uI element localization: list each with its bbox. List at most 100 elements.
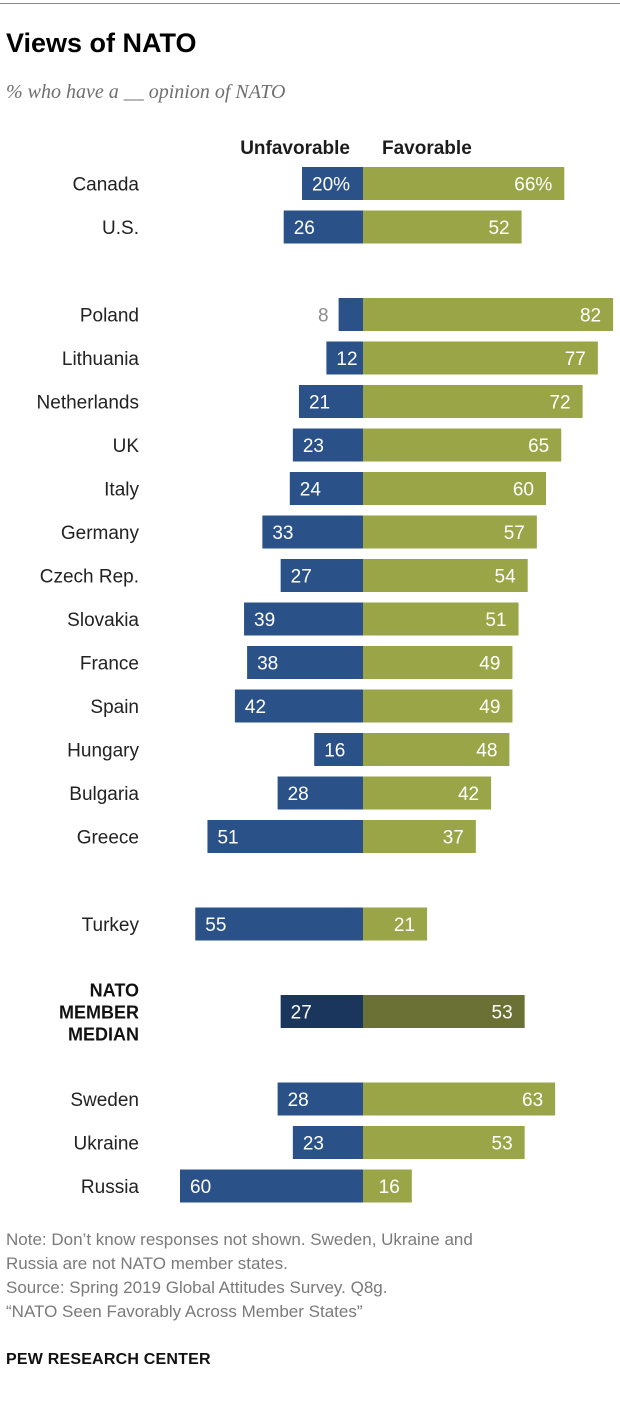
category-label-u-s: U.S. [102, 218, 139, 239]
note-line: Russia are not NATO member states. [6, 1254, 288, 1273]
unfavorable-value-label: 27 [291, 1003, 312, 1024]
favorable-bar-u-s [363, 210, 522, 244]
source-line: Source: Spring 2019 Global Attitudes Sur… [6, 1278, 388, 1297]
unfavorable-bar-czech-rep [280, 559, 363, 592]
category-label-germany: Germany [61, 523, 140, 544]
unfavorable-bar-bulgaria [277, 776, 363, 810]
unfavorable-bar-turkey [195, 907, 363, 941]
favorable-bar-italy [363, 472, 546, 505]
favorable-value-label: 57 [504, 523, 525, 544]
unfavorable-value-label: 28 [288, 784, 309, 805]
favorable-value-label: 65 [528, 436, 549, 457]
favorable-bar-nato-member-median [363, 995, 525, 1028]
favorable-value-label: 42 [458, 784, 479, 805]
unfavorable-value-label: 38 [257, 654, 278, 675]
unfavorable-bar-uk [292, 428, 363, 462]
favorable-value-label: 53 [492, 1134, 513, 1155]
favorable-value-label: 82 [580, 306, 601, 327]
unfavorable-bar-sweden [277, 1082, 363, 1116]
unfavorable-value-label: 60 [190, 1177, 211, 1198]
category-label-czech-rep: Czech Rep. [40, 567, 139, 588]
median-label-line: NATO [90, 981, 139, 1001]
favorable-bar-sweden [363, 1082, 556, 1116]
category-label-netherlands: Netherlands [37, 393, 139, 414]
category-label-turkey: Turkey [82, 915, 140, 936]
favorable-bar-uk [363, 428, 562, 462]
category-label-canada: Canada [72, 175, 139, 196]
favorable-value-label: 49 [479, 697, 500, 718]
diverging-bar-chart: Canada 20% 66% U.S. 26 52 Poland 8 82 Lithuania 12… [37, 167, 614, 1203]
favorable-value-label: 77 [565, 349, 586, 370]
unfavorable-column-header: Unfavorable [240, 138, 350, 159]
favorable-value-label: 66% [514, 175, 552, 196]
favorable-value-label: 72 [549, 393, 570, 414]
category-label-greece: Greece [77, 828, 139, 849]
unfavorable-bar-france [247, 646, 363, 679]
chart-title: Views of NATO [6, 28, 197, 58]
favorable-column-header: Favorable [382, 138, 472, 159]
unfavorable-bar-nato-member-median [280, 995, 363, 1028]
favorable-bar-france [363, 646, 513, 679]
unfavorable-value-label: 39 [254, 610, 275, 631]
category-label-poland: Poland [80, 306, 139, 327]
favorable-value-label: 63 [522, 1090, 543, 1111]
favorable-value-label: 21 [394, 915, 415, 936]
category-label-sweden: Sweden [70, 1090, 139, 1111]
favorable-value-label: 48 [476, 741, 497, 762]
category-label-france: France [80, 654, 139, 675]
favorable-value-label: 60 [513, 480, 534, 501]
favorable-value-label: 52 [488, 218, 509, 239]
favorable-bar-lithuania [363, 341, 598, 375]
unfavorable-value-label: 21 [309, 393, 330, 414]
favorable-bar-czech-rep [363, 559, 528, 592]
unfavorable-value-label: 27 [291, 567, 312, 588]
note-line: Note: Don’t know responses not shown. Sw… [6, 1230, 473, 1249]
favorable-value-label: 37 [443, 828, 464, 849]
unfavorable-bar-netherlands [298, 385, 363, 418]
favorable-bar-poland [363, 298, 614, 331]
unfavorable-bar-poland [338, 298, 363, 331]
favorable-value-label: 16 [379, 1177, 400, 1198]
unfavorable-bar-lithuania [326, 341, 363, 375]
unfavorable-bar-spain [234, 689, 363, 723]
unfavorable-value-label: 28 [288, 1090, 309, 1111]
category-label-italy: Italy [104, 480, 139, 501]
category-label-hungary: Hungary [67, 741, 139, 762]
unfavorable-value-label: 20% [312, 175, 350, 196]
favorable-bar-germany [363, 515, 537, 549]
favorable-value-label: 51 [485, 610, 506, 631]
unfavorable-value-label: 51 [217, 828, 238, 849]
favorable-bar-spain [363, 689, 513, 723]
favorable-bar-hungary [363, 733, 510, 766]
category-label-uk: UK [113, 436, 140, 457]
unfavorable-bar-italy [289, 472, 363, 505]
median-label-line: MEDIAN [68, 1025, 139, 1045]
unfavorable-bar-canada [302, 167, 363, 200]
category-label-ukraine: Ukraine [74, 1134, 139, 1155]
median-label-line: MEMBER [59, 1003, 139, 1023]
unfavorable-bar-u-s [283, 210, 363, 244]
unfavorable-value-label: 42 [245, 697, 266, 718]
category-label-russia: Russia [81, 1177, 140, 1198]
favorable-value-label: 53 [492, 1003, 513, 1024]
report-title-line: “NATO Seen Favorably Across Member State… [6, 1302, 363, 1321]
category-label-slovakia: Slovakia [67, 610, 139, 631]
category-label-lithuania: Lithuania [62, 349, 140, 370]
favorable-bar-canada [363, 167, 565, 200]
top-rule [0, 3, 620, 4]
unfavorable-bar-germany [262, 515, 363, 549]
unfavorable-value-label: 24 [300, 480, 322, 501]
category-label-spain: Spain [90, 697, 139, 718]
unfavorable-bar-russia [180, 1169, 363, 1203]
chart-subtitle: % who have a __ opinion of NATO [6, 81, 286, 103]
unfavorable-bar-greece [207, 820, 363, 853]
pew-logo-text: PEW RESEARCH CENTER [6, 1351, 211, 1368]
unfavorable-value-label: 8 [318, 306, 329, 327]
unfavorable-value-label: 16 [324, 741, 345, 762]
unfavorable-bar-slovakia [244, 602, 363, 636]
favorable-bar-greece [363, 820, 476, 853]
unfavorable-value-label: 26 [294, 218, 315, 239]
favorable-value-label: 54 [495, 567, 517, 588]
unfavorable-value-label: 55 [205, 915, 226, 936]
favorable-bar-slovakia [363, 602, 519, 636]
